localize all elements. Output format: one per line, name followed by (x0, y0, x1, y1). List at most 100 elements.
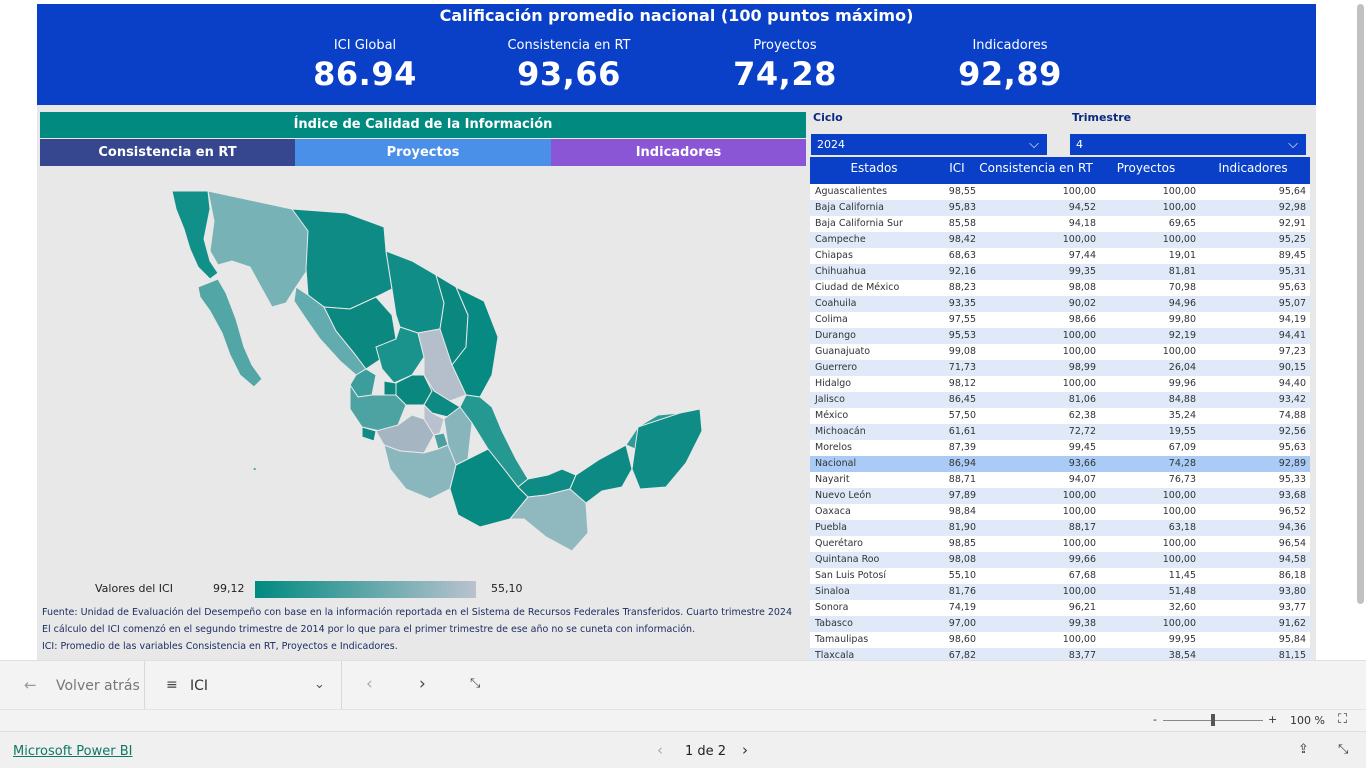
table-cell: 19,55 (1168, 426, 1196, 437)
zoom-out-button[interactable]: - (1153, 713, 1157, 726)
table-cell: Quintana Roo (815, 554, 880, 565)
table-row[interactable]: Sonora 74,19 96,21 32,60 93,77 (810, 600, 1310, 616)
table-cell: 100,00 (1162, 538, 1196, 549)
back-button[interactable]: Volver atrás (56, 678, 140, 694)
table-cell: 84,88 (1168, 394, 1196, 405)
table-row[interactable]: Baja California 95,83 94,52 100,00 92,98 (810, 200, 1310, 216)
ici-header-button[interactable]: Índice de Calidad de la Información (40, 112, 806, 138)
estados-table[interactable]: Estados ICI Consistencia en RT Proyectos… (810, 157, 1310, 660)
trimestre-label: Trimestre (1072, 111, 1132, 124)
table-cell: 94,18 (1068, 218, 1096, 229)
fit-to-page-icon[interactable]: ⛶ (1338, 712, 1348, 727)
table-row[interactable]: Michoacán 61,61 72,72 19,55 92,56 (810, 424, 1310, 440)
table-cell: 76,73 (1168, 474, 1196, 485)
column-header[interactable]: Proyectos (1116, 161, 1176, 175)
table-cell: 62,38 (1068, 410, 1096, 421)
trimestre-dropdown[interactable]: 4 ⌵ (1070, 134, 1306, 155)
table-row[interactable]: Tamaulipas 98,60 100,00 99,95 95,84 (810, 632, 1310, 648)
table-cell: Colima (815, 314, 848, 325)
table-cell: 92,91 (1278, 218, 1306, 229)
table-row[interactable]: México 57,50 62,38 35,24 74,88 (810, 408, 1310, 424)
column-header[interactable]: Estados (850, 161, 898, 175)
table-cell: 100,00 (1062, 506, 1096, 517)
tab-indicadores[interactable]: Indicadores (551, 139, 806, 166)
table-row[interactable]: Querétaro 98,85 100,00 100,00 96,54 (810, 536, 1310, 552)
column-header[interactable]: ICI (949, 161, 965, 175)
table-cell: 95,64 (1278, 186, 1306, 197)
footnote-definition: ICI: Promedio de las variables Consisten… (42, 641, 398, 652)
table-cell: 95,63 (1278, 282, 1306, 293)
exit-fullscreen-icon[interactable]: ⤡ (1338, 742, 1349, 757)
zoom-in-button[interactable]: + (1268, 713, 1278, 726)
table-row[interactable]: Coahuila 93,35 90,02 94,96 95,07 (810, 296, 1310, 312)
table-row[interactable]: Guerrero 71,73 98,99 26,04 90,15 (810, 360, 1310, 376)
ciclo-dropdown[interactable]: 2024 ⌵ (811, 134, 1047, 155)
table-row[interactable]: Ciudad de México 88,23 98,08 70,98 95,63 (810, 280, 1310, 296)
table-cell: Tabasco (815, 618, 853, 629)
table-row[interactable]: Nacional 86,94 93,66 74,28 92,89 (810, 456, 1310, 472)
zoom-percent: 100 % (1290, 714, 1325, 727)
collapse-icon[interactable]: ⤡ (470, 676, 481, 691)
table-cell: 100,00 (1162, 202, 1196, 213)
table-cell: 100,00 (1062, 490, 1096, 501)
table-row[interactable]: San Luis Potosí 55,10 67,68 11,45 86,18 (810, 568, 1310, 584)
previous-page-icon[interactable]: ‹ (657, 741, 663, 759)
tab-proyectos[interactable]: Proyectos (295, 139, 551, 166)
table-cell: 51,48 (1168, 586, 1196, 597)
table-cell: 95,31 (1278, 266, 1306, 277)
table-row[interactable]: Morelos 87,39 99,45 67,09 95,63 (810, 440, 1310, 456)
mexico-map[interactable] (40, 169, 806, 589)
table-row[interactable]: Campeche 98,42 100,00 100,00 95,25 (810, 232, 1310, 248)
power-bi-link[interactable]: Microsoft Power BI (13, 744, 133, 759)
table-row[interactable]: Sinaloa 81,76 100,00 51,48 93,80 (810, 584, 1310, 600)
previous-page-button[interactable]: ‹ (366, 674, 373, 694)
chevron-down-icon: ⌵ (1029, 137, 1039, 152)
table-row[interactable]: Hidalgo 98,12 100,00 99,96 94,40 (810, 376, 1310, 392)
table-row[interactable]: Nuevo León 97,89 100,00 100,00 93,68 (810, 488, 1310, 504)
column-header[interactable]: Consistencia en RT (979, 161, 1093, 175)
table-row[interactable]: Jalisco 86,45 81,06 84,88 93,42 (810, 392, 1310, 408)
table-cell: Oaxaca (815, 506, 851, 517)
table-cell: Aguascalientes (815, 186, 888, 197)
table-cell: 67,82 (948, 650, 976, 660)
table-row[interactable]: Quintana Roo 98,08 99,66 100,00 94,58 (810, 552, 1310, 568)
zoom-slider-handle[interactable] (1211, 714, 1215, 726)
share-icon[interactable]: ⇪ (1298, 742, 1309, 757)
table-row[interactable]: Tlaxcala 67,82 83,77 38,54 81,15 (810, 648, 1310, 660)
table-cell: 38,54 (1168, 650, 1196, 660)
table-cell: Tlaxcala (815, 650, 855, 660)
tab-consistencia[interactable]: Consistencia en RT (40, 139, 295, 166)
table-cell: Sinaloa (815, 586, 850, 597)
table-row[interactable]: Colima 97,55 98,66 99,80 94,19 (810, 312, 1310, 328)
arrow-left-icon: ← (24, 676, 37, 694)
table-row[interactable]: Aguascalientes 98,55 100,00 100,00 95,64 (810, 184, 1310, 200)
table-cell: 55,10 (948, 570, 976, 581)
table-row[interactable]: Baja California Sur 85,58 94,18 69,65 92,91 (810, 216, 1310, 232)
divider (144, 661, 145, 709)
table-row[interactable]: Puebla 81,90 88,17 63,18 94,36 (810, 520, 1310, 536)
table-cell: 57,50 (948, 410, 976, 421)
table-row[interactable]: Durango 95,53 100,00 92,19 94,41 (810, 328, 1310, 344)
table-row[interactable]: Oaxaca 98,84 100,00 100,00 96,52 (810, 504, 1310, 520)
table-row[interactable]: Chiapas 68,63 97,44 19,01 89,45 (810, 248, 1310, 264)
table-cell: 70,98 (1168, 282, 1196, 293)
table-header: Estados ICI Consistencia en RT Proyectos… (810, 157, 1310, 184)
table-cell: 93,35 (948, 298, 976, 309)
table-row[interactable]: Chihuahua 92,16 99,35 81,81 95,31 (810, 264, 1310, 280)
ciclo-value: 2024 (817, 138, 845, 151)
table-cell: 100,00 (1062, 634, 1096, 645)
next-page-button[interactable]: › (419, 674, 426, 694)
table-row[interactable]: Nayarit 88,71 94,07 76,73 95,33 (810, 472, 1310, 488)
zoom-bar: - + 100 % ⛶ (0, 709, 1366, 731)
table-cell: 95,63 (1278, 442, 1306, 453)
table-cell: 81,06 (1068, 394, 1096, 405)
table-cell: 95,33 (1278, 474, 1306, 485)
table-row[interactable]: Tabasco 97,00 99,38 100,00 91,62 (810, 616, 1310, 632)
scrollbar-thumb[interactable] (1357, 4, 1364, 604)
table-cell: Jalisco (815, 394, 845, 405)
table-row[interactable]: Guanajuato 99,08 100,00 100,00 97,23 (810, 344, 1310, 360)
table-cell: 94,41 (1278, 330, 1306, 341)
next-page-icon[interactable]: › (742, 741, 748, 759)
column-header[interactable]: Indicadores (1218, 161, 1288, 175)
page-select-dropdown[interactable]: ≡ ICI ⌄ (160, 669, 335, 701)
